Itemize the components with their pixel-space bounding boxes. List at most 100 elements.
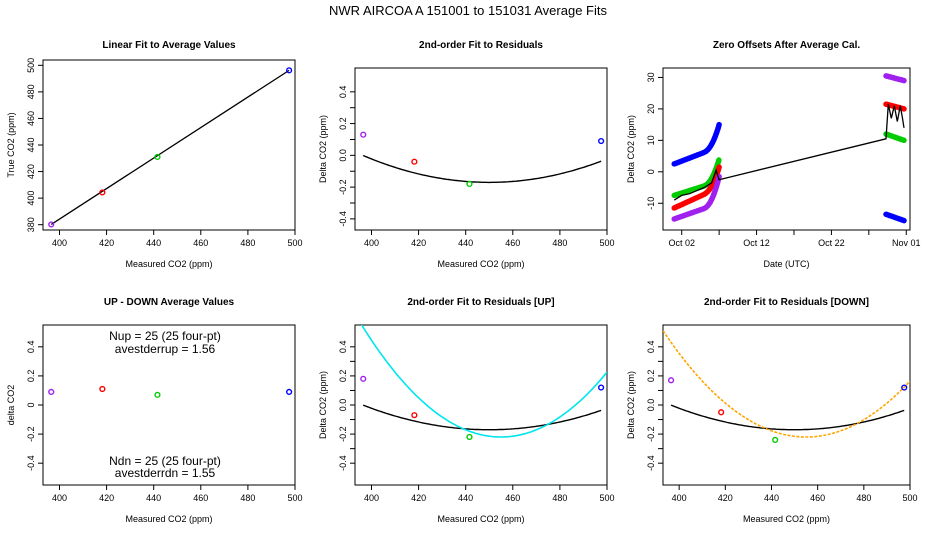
plot-frame bbox=[354, 324, 608, 486]
y-tick-label: 380 bbox=[26, 217, 36, 232]
y-tick-label: 480 bbox=[26, 84, 36, 99]
x-tick-label: 500 bbox=[902, 493, 917, 503]
series-red bbox=[671, 164, 722, 211]
x-tick-label: Oct 02 bbox=[668, 238, 695, 248]
panel-residual-fit-up: 2nd-order Fit to Residuals [UP] Measured … bbox=[318, 297, 615, 524]
panel-up-down: UP - DOWN Average Values Measured CO2 (pp… bbox=[6, 297, 303, 524]
data-point-green bbox=[466, 433, 473, 441]
x-axis-label: Measured CO2 (ppm) bbox=[437, 514, 524, 524]
y-tick-label: 0.4 bbox=[338, 341, 348, 354]
series-blue bbox=[671, 121, 722, 167]
x-tick-label: 460 bbox=[193, 493, 208, 503]
data-point-red bbox=[99, 189, 106, 196]
y-tick-label: -0.2 bbox=[646, 426, 656, 442]
data-point-purple bbox=[48, 388, 55, 396]
x-tick-label: 480 bbox=[552, 493, 567, 503]
data-point-purple bbox=[667, 377, 675, 384]
x-tick-label: 420 bbox=[411, 238, 426, 248]
y-tick-label: -0.2 bbox=[26, 426, 36, 442]
x-tick-label: 440 bbox=[146, 238, 161, 248]
y-tick-label: 0.0 bbox=[646, 399, 656, 412]
series-purple bbox=[671, 173, 722, 222]
x-tick-label: 460 bbox=[810, 493, 825, 503]
panel-title: 2nd-order Fit to Residuals [UP] bbox=[407, 297, 554, 308]
y-axis-label: Delta CO2 (ppm) bbox=[626, 371, 636, 439]
series-green bbox=[671, 156, 722, 199]
fit-curve-down-fit bbox=[663, 330, 910, 438]
series-blue bbox=[883, 211, 907, 224]
panel-residual-fit: 2nd-order Fit to Residuals Measured CO2 (… bbox=[318, 40, 615, 269]
x-axis-label: Date (UTC) bbox=[763, 259, 809, 269]
fit-curve-up-fit bbox=[360, 325, 607, 438]
plot-frame bbox=[42, 59, 296, 231]
series-purple bbox=[883, 73, 907, 84]
x-tick-label: 460 bbox=[505, 493, 520, 503]
x-axis-label: Measured CO2 (ppm) bbox=[125, 259, 212, 269]
y-axis-label: delta CO2 bbox=[6, 385, 16, 426]
data-point-blue bbox=[598, 384, 605, 391]
x-tick-label: 420 bbox=[411, 493, 426, 503]
fit-line bbox=[50, 69, 290, 225]
x-tick-label: 420 bbox=[99, 238, 114, 248]
y-tick-label: 0.2 bbox=[26, 370, 36, 383]
plot-frame bbox=[354, 67, 608, 231]
annotation-ndn: Ndn = 25 (25 four-pt) bbox=[109, 454, 221, 468]
plot-frame bbox=[662, 324, 911, 486]
data-point-red bbox=[99, 385, 106, 393]
y-tick-label: -0.2 bbox=[338, 179, 348, 195]
x-tick-label: 480 bbox=[856, 493, 871, 503]
x-tick-label: 460 bbox=[505, 238, 520, 248]
y-tick-label: -0.2 bbox=[338, 426, 348, 442]
x-tick-label: Oct 22 bbox=[818, 238, 845, 248]
y-tick-label: 0 bbox=[26, 402, 36, 407]
plot-frame bbox=[662, 67, 911, 231]
y-tick-label: 500 bbox=[26, 58, 36, 73]
panel-residual-fit-down: 2nd-order Fit to Residuals [DOWN] Measure… bbox=[626, 297, 918, 524]
data-point-green bbox=[154, 391, 161, 398]
data-point-blue bbox=[286, 388, 293, 396]
x-tick-label: 440 bbox=[458, 493, 473, 503]
y-tick-label: 0 bbox=[646, 169, 656, 174]
y-axis-label: True CO2 (ppm) bbox=[6, 112, 16, 177]
x-tick-label: 400 bbox=[364, 238, 379, 248]
x-axis-label: Measured CO2 (ppm) bbox=[125, 514, 212, 524]
panel-zero-offsets: Zero Offsets After Average Cal. Date (UTC… bbox=[626, 40, 921, 269]
x-tick-label: 420 bbox=[99, 493, 114, 503]
x-tick-label: 500 bbox=[287, 493, 302, 503]
y-tick-label: 0.2 bbox=[338, 370, 348, 383]
x-tick-label: 480 bbox=[552, 238, 567, 248]
data-point-green bbox=[466, 180, 473, 188]
data-point-purple bbox=[360, 131, 367, 138]
x-axis-label: Measured CO2 (ppm) bbox=[743, 514, 830, 524]
data-point-purple bbox=[360, 375, 367, 382]
y-axis-label: Delta CO2 (ppm) bbox=[318, 371, 328, 439]
x-tick-label: 500 bbox=[287, 238, 302, 248]
x-tick-label: 460 bbox=[193, 238, 208, 248]
y-tick-label: 10 bbox=[646, 135, 656, 145]
x-tick-label: 440 bbox=[764, 493, 779, 503]
y-tick-label: 0.4 bbox=[338, 86, 348, 99]
x-tick-label: 440 bbox=[146, 493, 161, 503]
panel-title: 2nd-order Fit to Residuals bbox=[419, 40, 543, 51]
y-tick-label: -10 bbox=[646, 197, 656, 210]
panel-title: Zero Offsets After Average Cal. bbox=[713, 40, 860, 51]
x-tick-label: 480 bbox=[240, 493, 255, 503]
x-tick-label: Nov 01 bbox=[892, 238, 921, 248]
data-point-blue bbox=[286, 67, 293, 74]
y-tick-label: 0.0 bbox=[338, 399, 348, 412]
y-tick-label: 0.0 bbox=[338, 149, 348, 162]
y-tick-label: 460 bbox=[26, 111, 36, 126]
x-tick-label: Oct 12 bbox=[743, 238, 770, 248]
panel-linear-fit: Linear Fit to Average Values Measured CO2… bbox=[6, 40, 303, 269]
annotation-avestderrup: avestderrup = 1.56 bbox=[115, 342, 216, 356]
data-point-green bbox=[772, 436, 779, 444]
y-tick-label: 440 bbox=[26, 137, 36, 152]
y-tick-label: 20 bbox=[646, 104, 656, 114]
y-tick-label: 0.4 bbox=[646, 341, 656, 354]
x-tick-label: 480 bbox=[240, 238, 255, 248]
y-tick-label: 0.4 bbox=[26, 341, 36, 354]
x-tick-label: 500 bbox=[599, 238, 614, 248]
y-axis-label: Delta CO2 (ppm) bbox=[318, 115, 328, 183]
x-tick-label: 400 bbox=[672, 493, 687, 503]
